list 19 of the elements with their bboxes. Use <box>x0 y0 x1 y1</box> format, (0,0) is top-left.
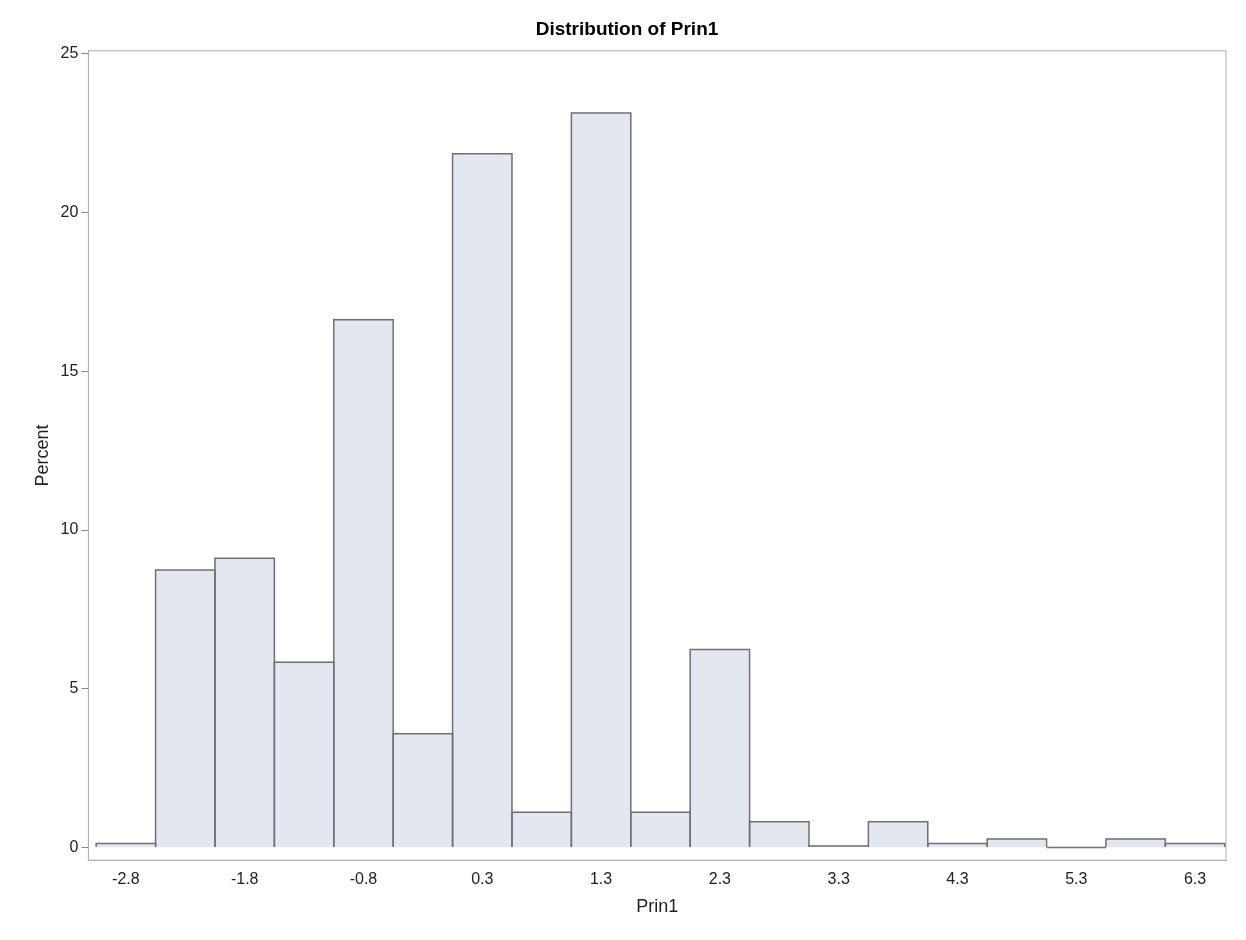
y-tick-label: 0 <box>69 837 79 855</box>
chart-title: Distribution of Prin1 <box>535 17 719 39</box>
y-tick-label: 25 <box>60 44 79 62</box>
y-tick-label: 20 <box>60 203 79 221</box>
x-tick-label: 4.3 <box>946 870 969 888</box>
y-tick-label: 10 <box>60 520 79 538</box>
x-tick-label: 6.3 <box>1183 870 1207 888</box>
x-tick-label: 5.3 <box>1065 870 1088 888</box>
x-axis-title: Prin1 <box>636 896 679 917</box>
y-tick-label: 5 <box>69 679 79 697</box>
y-axis-title: Percent <box>31 424 52 487</box>
x-tick-label: 1.3 <box>589 870 613 888</box>
x-tick-label: 0.3 <box>471 870 494 888</box>
x-tick-label: -2.8 <box>112 870 140 888</box>
x-tick-label: -0.8 <box>349 870 378 888</box>
x-tick-label: 3.3 <box>827 870 850 888</box>
y-tick-label: 15 <box>60 361 79 379</box>
x-tick-label: 2.3 <box>708 870 732 888</box>
x-tick-label: -1.8 <box>230 870 259 888</box>
